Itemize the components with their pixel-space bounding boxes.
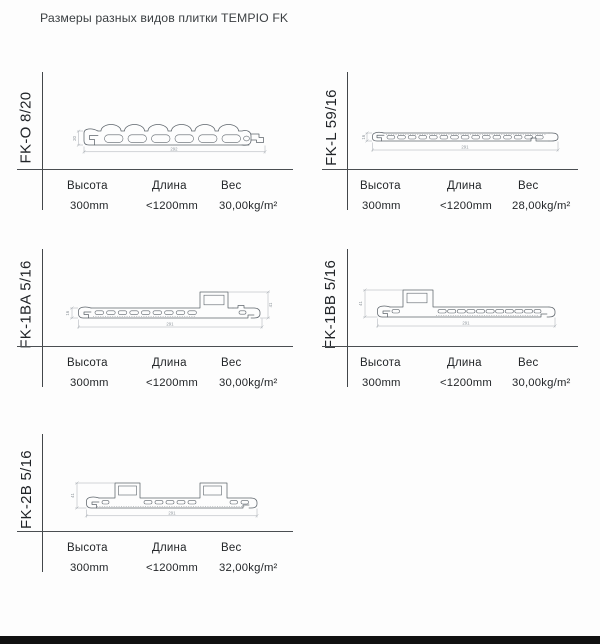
dim-thickness: 16 [65,310,70,315]
panel-label-text: FK-1BB 5/16 [322,259,340,349]
col-header-weight: Вес [221,180,242,192]
panel-fk-2b-5-16: FK-2B 5/16 41 291 Высота Длина Вес 300mm… [17,428,293,586]
col-header-height: Высота [67,542,108,554]
tile-profile-drawing-fk-1bb: 41 291 [358,288,557,328]
panel-divider-line [322,169,578,171]
col-header-length: Длина [447,180,482,192]
dim-length: 291 [461,145,469,150]
dim-box-height: 41 [268,302,273,307]
dim-thickness: 16 [362,134,366,139]
panel-fk-l-59-16: FK-L 59/16 16 291 Высота Длина Вес 300mm… [322,66,578,224]
value-weight: 28,00kg/m² [512,200,571,212]
panel-divider-line [17,346,293,348]
col-header-weight: Вес [518,357,539,369]
value-length: <1200mm [146,377,198,389]
tile-profile-drawing-fk-1ba: 41 16 291 [65,290,273,329]
dim-length: 291 [166,322,174,327]
tile-profile-drawing-fk-o: 20 292 [72,124,267,154]
value-weight: 30,00kg/m² [219,200,278,212]
page-title: Размеры разных видов плитки TEMPIO FK [40,11,289,25]
value-height: 300mm [70,377,109,389]
panel-divider-line [322,346,578,348]
panel-label-text: FK-L 59/16 [322,88,340,166]
value-length: <1200mm [146,562,198,574]
value-height: 300mm [70,200,109,212]
panel-label: FK-1BA 5/16 [13,253,39,355]
col-header-height: Высота [360,357,401,369]
panel-vertical-rule [42,249,44,387]
panel-vertical-rule [42,434,44,572]
col-header-weight: Вес [221,542,242,554]
panel-label-text: FK-2B 5/16 [17,449,35,529]
bottom-black-bar [0,636,600,644]
value-weight: 30,00kg/m² [512,377,571,389]
panel-vertical-rule [42,72,44,210]
panel-fk-1ba-5-16: FK-1BA 5/16 41 16 291 Высота Длина Вес 3… [17,243,293,401]
panel-label: FK-2B 5/16 [13,438,39,540]
panel-label-text: FK-O 8/20 [17,91,35,163]
value-length: <1200mm [146,200,198,212]
dim-thickness: 20 [72,136,77,141]
col-header-length: Длина [152,180,187,192]
panel-divider-line [17,169,293,171]
value-length: <1200mm [440,200,492,212]
dim-box-height: 41 [358,301,363,306]
col-header-height: Высота [360,180,401,192]
value-weight: 32,00kg/m² [219,562,278,574]
col-header-length: Длина [152,357,187,369]
panel-label: FK-1BB 5/16 [318,253,344,355]
col-header-length: Длина [447,357,482,369]
value-length: <1200mm [440,377,492,389]
panel-label: FK-O 8/20 [13,76,39,178]
col-header-weight: Вес [518,180,539,192]
value-height: 300mm [362,377,401,389]
col-header-height: Высота [67,180,108,192]
col-header-weight: Вес [221,357,242,369]
panel-label: FK-L 59/16 [318,76,344,178]
panel-divider-line [17,531,293,533]
tile-profile-drawing-fk-l: 16 291 [362,131,560,152]
dim-length: 291 [462,321,470,326]
col-header-length: Длина [152,542,187,554]
panel-vertical-rule [347,72,349,210]
dim-length: 292 [170,146,178,151]
panel-fk-o-8-20: FK-O 8/20 20 292 Высота Длина Вес 300mm … [17,66,293,224]
panel-vertical-rule [347,249,349,387]
dim-length: 291 [168,510,176,515]
tile-profile-drawing-fk-2b: 41 291 [70,481,259,518]
dim-box-height: 41 [70,493,75,498]
value-weight: 30,00kg/m² [219,377,278,389]
col-header-height: Высота [67,357,108,369]
panel-fk-1bb-5-16: FK-1BB 5/16 41 291 Высота Длина Вес 300m… [322,243,578,401]
value-height: 300mm [362,200,401,212]
value-height: 300mm [70,562,109,574]
panel-label-text: FK-1BA 5/16 [17,259,35,349]
